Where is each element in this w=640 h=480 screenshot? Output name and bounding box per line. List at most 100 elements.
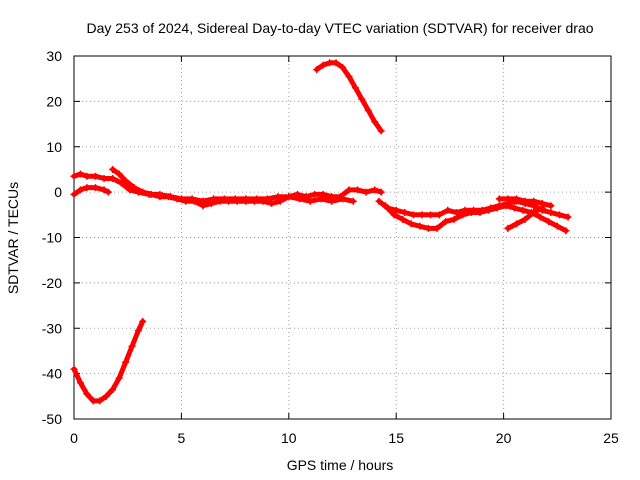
- data-point: [545, 218, 553, 226]
- data-point: [128, 342, 136, 350]
- data-point: [285, 193, 293, 201]
- grid: [74, 56, 611, 419]
- data-point: [182, 197, 190, 205]
- y-tick-label: 30: [46, 48, 62, 64]
- data-point: [467, 209, 475, 217]
- data-point: [476, 209, 484, 217]
- series-trace: [71, 185, 111, 197]
- data-point: [122, 358, 130, 366]
- data-point: [504, 224, 512, 232]
- data-point: [547, 202, 555, 210]
- data-point: [126, 186, 134, 194]
- data-point: [401, 209, 409, 217]
- data-point: [268, 199, 276, 207]
- data-point: [199, 197, 207, 205]
- data-point: [220, 195, 228, 203]
- y-axis-label: SDTVAR / TECUs: [5, 182, 21, 294]
- data-point: [407, 220, 415, 228]
- data-point: [530, 209, 538, 217]
- data-point: [83, 390, 91, 398]
- data-point: [173, 195, 181, 203]
- data-point: [452, 209, 460, 217]
- data-point: [444, 206, 452, 214]
- x-axis-label: GPS time / hours: [287, 457, 394, 473]
- data-point: [76, 379, 84, 387]
- data-point: [564, 213, 572, 221]
- data-point: [433, 224, 441, 232]
- data-point: [326, 59, 334, 67]
- data-point: [390, 211, 398, 219]
- data-point: [76, 170, 84, 178]
- data-point: [91, 172, 99, 180]
- data-point: [392, 206, 400, 214]
- data-point: [253, 195, 261, 203]
- data-point: [399, 215, 407, 223]
- data-point: [165, 193, 173, 201]
- data-point: [377, 127, 385, 135]
- x-tick-label: 5: [178, 430, 186, 446]
- series-band-1.8-to-14.5: [109, 165, 385, 210]
- y-axis: -50 -40 -30 -20 -10 0 10 20 30: [42, 48, 611, 427]
- data-point: [358, 95, 366, 103]
- data-point: [306, 197, 314, 205]
- data-point: [332, 59, 340, 67]
- data-point: [485, 206, 493, 214]
- y-tick-label: -40: [42, 366, 62, 382]
- data-point: [555, 211, 563, 219]
- data-point: [510, 204, 518, 212]
- data-point: [562, 227, 570, 235]
- x-tick-label: 15: [388, 430, 404, 446]
- data-point: [115, 170, 123, 178]
- y-tick-label: -20: [42, 275, 62, 291]
- series-trace: [383, 203, 569, 234]
- data-point: [109, 386, 117, 394]
- data-point: [512, 195, 520, 203]
- chart-title: Day 253 of 2024, Sidereal Day-to-day VTE…: [86, 20, 593, 36]
- series-late-band-d: [504, 204, 546, 232]
- data-point: [231, 195, 239, 203]
- data-point: [362, 188, 370, 196]
- data-point: [427, 211, 435, 219]
- data-point: [375, 197, 383, 205]
- data-point: [424, 224, 432, 232]
- data-point: [538, 204, 546, 212]
- data-point: [91, 184, 99, 192]
- data-point: [339, 195, 346, 203]
- data-point: [502, 202, 510, 210]
- data-point: [547, 209, 555, 217]
- y-tick-label: 10: [46, 139, 62, 155]
- data-point: [349, 197, 357, 205]
- data-point: [319, 190, 327, 198]
- x-tick-label: 20: [496, 430, 512, 446]
- data-point: [521, 215, 529, 223]
- data-point: [317, 195, 325, 203]
- x-tick-label: 0: [70, 430, 78, 446]
- data-point: [122, 177, 130, 185]
- data-point: [83, 184, 91, 192]
- series-late-band-c: [495, 195, 555, 210]
- data-point: [381, 202, 389, 210]
- data-point: [512, 220, 520, 228]
- data-point: [351, 84, 359, 92]
- data-points: [70, 59, 572, 405]
- data-point: [70, 172, 78, 180]
- data-point: [519, 206, 527, 214]
- data-point: [96, 397, 104, 405]
- data-point: [328, 197, 336, 205]
- data-point: [311, 190, 319, 198]
- data-point: [442, 218, 450, 226]
- data-point: [274, 193, 282, 201]
- data-point: [345, 72, 353, 80]
- data-point: [100, 186, 108, 194]
- data-point: [139, 188, 147, 196]
- data-point: [190, 197, 198, 205]
- data-point: [459, 211, 467, 219]
- data-point: [418, 211, 426, 219]
- data-point: [89, 397, 97, 405]
- data-point: [156, 193, 164, 201]
- data-point: [117, 179, 125, 187]
- data-point: [115, 374, 123, 382]
- series-midday-positive-arc: [313, 59, 385, 135]
- y-tick-label: -30: [42, 320, 62, 336]
- data-point: [313, 66, 321, 74]
